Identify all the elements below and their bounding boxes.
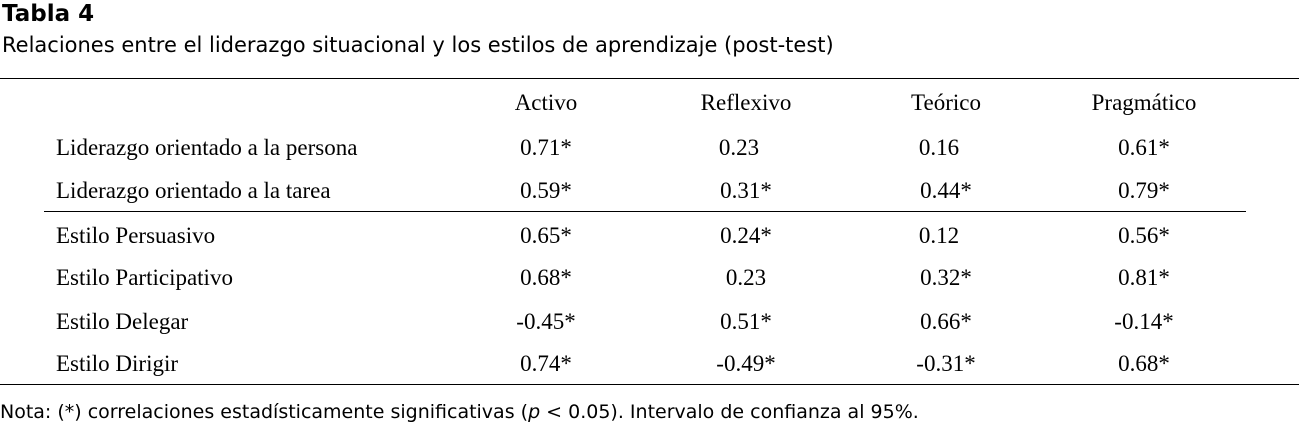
table-cell: 0.59*	[520, 178, 572, 203]
column-header-activo: Activo	[514, 90, 578, 115]
table-cell: 0.32*	[920, 265, 972, 290]
table-cell: 0.68*	[1118, 351, 1170, 376]
note-p-symbol: p	[528, 401, 541, 423]
row-label: Estilo Participativo	[56, 265, 233, 290]
row-label: Estilo Persuasivo	[56, 223, 216, 248]
top-rule	[0, 78, 1299, 79]
table-cell: -0.45*	[516, 309, 576, 334]
table-cell: 0.66*	[920, 309, 972, 334]
note-prefix: Nota: (*) correlaciones estadísticamente…	[0, 401, 529, 423]
table-cell: 0.65*	[520, 223, 572, 248]
row-label: Liderazgo orientado a la tarea	[56, 178, 331, 203]
bottom-rule	[0, 384, 1299, 385]
table-cell: 0.61*	[1118, 135, 1170, 160]
row-label: Estilo Delegar	[56, 309, 189, 334]
table-cell: -0.31*	[916, 351, 976, 376]
note-suffix: < 0.05). Intervalo de confianza al 95%.	[540, 401, 919, 423]
column-header-reflexivo: Reflexivo	[700, 90, 792, 115]
table-cell: 0.23	[725, 265, 767, 290]
row-label: Estilo Dirigir	[56, 351, 179, 376]
table-cell: 0.31*	[720, 178, 772, 203]
table-cell: 0.68*	[520, 265, 572, 290]
table-cell: 0.51*	[720, 309, 772, 334]
table-cell: 0.16	[918, 135, 960, 160]
table-cell: 0.79*	[1118, 178, 1170, 203]
row-label: Liderazgo orientado a la persona	[56, 135, 358, 160]
table-label: Tabla 4	[2, 1, 95, 27]
table-cell: 0.74*	[520, 351, 572, 376]
column-header-teorico: Teórico	[911, 90, 981, 115]
table-cell: 0.23	[718, 135, 760, 160]
table-cell: 0.44*	[920, 178, 972, 203]
table-note: Nota: (*) correlaciones estadísticamente…	[0, 399, 919, 425]
column-header-pragmatico: Pragmático	[1091, 90, 1197, 115]
table-cell: 0.56*	[1118, 223, 1170, 248]
table-cell: 0.24*	[720, 223, 772, 248]
table-cell: -0.14*	[1114, 309, 1174, 334]
table-cell: 0.12	[918, 223, 960, 248]
middle-rule	[44, 211, 1246, 212]
table-title: Relaciones entre el liderazgo situaciona…	[2, 33, 834, 57]
table-cell: 0.71*	[520, 135, 572, 160]
table-cell: -0.49*	[716, 351, 776, 376]
table-cell: 0.81*	[1118, 265, 1170, 290]
